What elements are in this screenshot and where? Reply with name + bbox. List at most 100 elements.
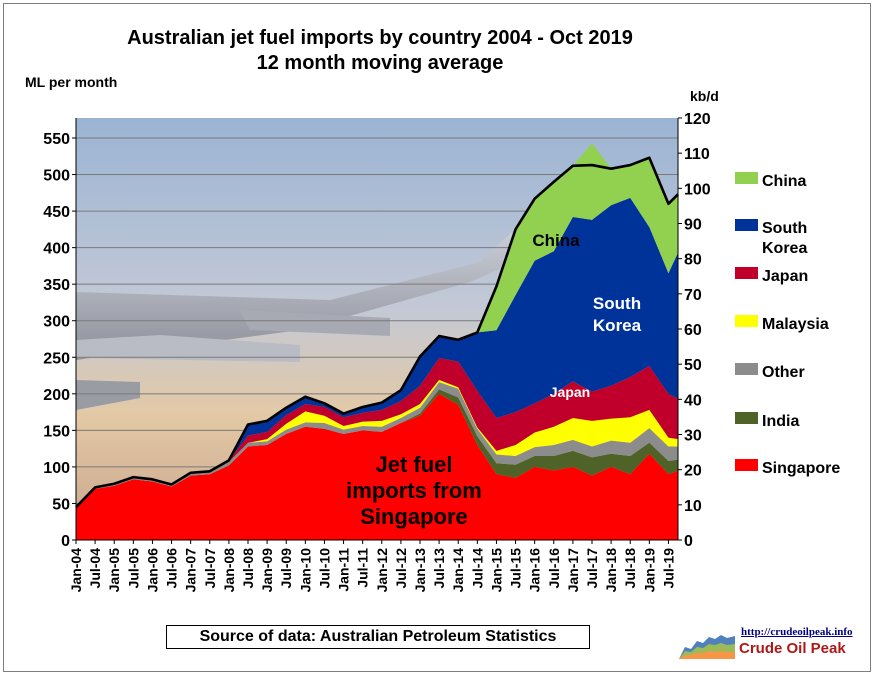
right-axis-unit: kb/d: [690, 88, 719, 104]
legend-label-malaysia: Malaysia: [762, 316, 829, 333]
left-tick-label: 0: [61, 533, 70, 550]
x-tick-label: Jul-04: [87, 548, 103, 589]
brand-name: Crude Oil Peak: [739, 640, 846, 657]
x-tick-label: Jan-16: [527, 548, 543, 593]
right-tick-label: 20: [684, 463, 702, 480]
area-malaysia: [76, 379, 678, 508]
x-tick-label: Jan-17: [565, 548, 581, 593]
annotation-singapore-line-2: imports from: [346, 478, 482, 503]
right-tick-label: 10: [684, 498, 702, 515]
x-tick-label: Jan-04: [68, 548, 84, 593]
x-tick-label: Jul-12: [393, 548, 409, 589]
left-tick-label: 350: [43, 277, 70, 294]
legend-label-india: India: [762, 413, 799, 430]
x-tick-label: Jul-11: [355, 548, 371, 588]
annotation-china: China: [532, 231, 580, 250]
legend-swatch-other: [735, 363, 758, 375]
x-tick-label: Jan-19: [641, 548, 657, 593]
right-tick-label: 50: [684, 357, 702, 374]
left-tick-label: 100: [43, 460, 70, 477]
left-tick-label: 450: [43, 204, 70, 221]
left-tick-label: 400: [43, 241, 70, 258]
x-tick-label: Jul-14: [469, 548, 485, 589]
left-tick-label: 250: [43, 350, 70, 367]
x-tick-label: Jan-18: [603, 548, 619, 593]
legend-label-south-korea-2: Korea: [762, 240, 807, 257]
legend-label-japan: Japan: [762, 268, 808, 285]
right-axis-ticks: 0 10 20 30 40 50 60 70 80 90 100 110 120: [678, 111, 711, 550]
legend-swatch-japan: [735, 267, 758, 279]
right-tick-label: 40: [684, 392, 702, 409]
right-tick-label: 30: [684, 428, 702, 445]
left-tick-label: 50: [52, 496, 70, 513]
left-axis-ticks: 0 50 100 150 200 250 300 350 400 450 500 550: [43, 131, 76, 550]
right-tick-label: 0: [684, 533, 693, 550]
x-tick-label: Jul-18: [622, 548, 638, 589]
annotation-singapore-line-1: Jet fuel: [375, 452, 452, 477]
left-tick-label: 500: [43, 168, 70, 185]
x-tick-label: Jul-13: [431, 548, 447, 589]
x-tick-label: Jan-14: [450, 548, 466, 593]
x-tick-label: Jan-10: [297, 548, 313, 593]
area-china: [76, 143, 678, 508]
total-line: [75, 156, 679, 509]
area-singapore: [76, 393, 678, 540]
left-tick-label: 300: [43, 314, 70, 331]
legend-swatch-china: [735, 172, 758, 184]
x-tick-label: Jul-10: [316, 548, 332, 589]
right-tick-label: 80: [684, 252, 702, 269]
source-url-link[interactable]: http://crudeoilpeak.info: [741, 626, 853, 638]
chart-title: Australian jet fuel imports by country 2…: [60, 26, 700, 76]
x-tick-label: Jul-08: [240, 548, 256, 589]
x-tick-label: Jul-19: [660, 548, 676, 589]
x-tick-label: Jan-05: [106, 548, 122, 593]
area-other: [76, 382, 678, 508]
x-tick-label: Jul-09: [278, 548, 294, 589]
right-tick-label: 90: [684, 217, 702, 234]
legend-swatch-singapore: [735, 459, 758, 471]
legend-label-china: China: [762, 173, 807, 190]
total-line-group: [75, 156, 679, 509]
legend-swatch-south-korea: [735, 219, 758, 231]
right-tick-label: 120: [684, 111, 711, 128]
x-tick-label: Jan-08: [221, 548, 237, 593]
chart-title-line-1: Australian jet fuel imports by country 2…: [127, 27, 633, 49]
area-south-korea: [76, 197, 678, 508]
x-tick-label: Jan-11: [336, 548, 352, 592]
right-tick-label: 100: [684, 181, 711, 198]
x-tick-label: Jan-13: [412, 548, 428, 593]
x-tick-label: Jan-07: [183, 548, 199, 593]
x-tick-label: Jul-05: [125, 548, 141, 589]
annotation-south-korea-line-2: Korea: [593, 316, 642, 335]
legend-swatch-malaysia: [735, 315, 758, 327]
x-tick-label: Jan-12: [374, 548, 390, 593]
left-tick-label: 200: [43, 387, 70, 404]
right-tick-label: 60: [684, 322, 702, 339]
annotation-singapore-line-3: Singapore: [360, 504, 468, 529]
wing-engine: [240, 310, 390, 336]
right-tick-label: 70: [684, 287, 702, 304]
x-axis-ticks: Jan-04 Jul-04 Jan-05 Jul-05 Jan-06 Jul-06 Jan-…: [68, 540, 676, 592]
x-tick-label: Jul-07: [202, 548, 218, 589]
x-tick-label: Jul-17: [584, 548, 600, 589]
legend: China South Korea Japan Malaysia Other India Si…: [735, 172, 840, 477]
legend-swatch-india: [735, 412, 758, 424]
x-tick-label: Jul-16: [546, 548, 562, 589]
wing-flap: [76, 335, 300, 362]
airplane-wing: [76, 232, 520, 360]
source-note: Source of data: Australian Petroleum Sta…: [166, 625, 590, 649]
x-tick-label: Jan-06: [144, 548, 160, 593]
wing-shadow: [76, 380, 140, 410]
left-tick-label: 150: [43, 423, 70, 440]
legend-label-south-korea-1: South: [762, 220, 807, 237]
right-tick-label: 110: [684, 146, 710, 163]
legend-label-singapore: Singapore: [762, 460, 840, 477]
x-tick-label: Jan-15: [488, 548, 504, 593]
crude-oil-peak-logo-icon: [679, 635, 735, 659]
left-axis-unit: ML per month: [25, 74, 118, 90]
stacked-areas: [76, 143, 678, 540]
x-tick-label: Jul-06: [164, 548, 180, 589]
legend-label-other: Other: [762, 364, 805, 381]
